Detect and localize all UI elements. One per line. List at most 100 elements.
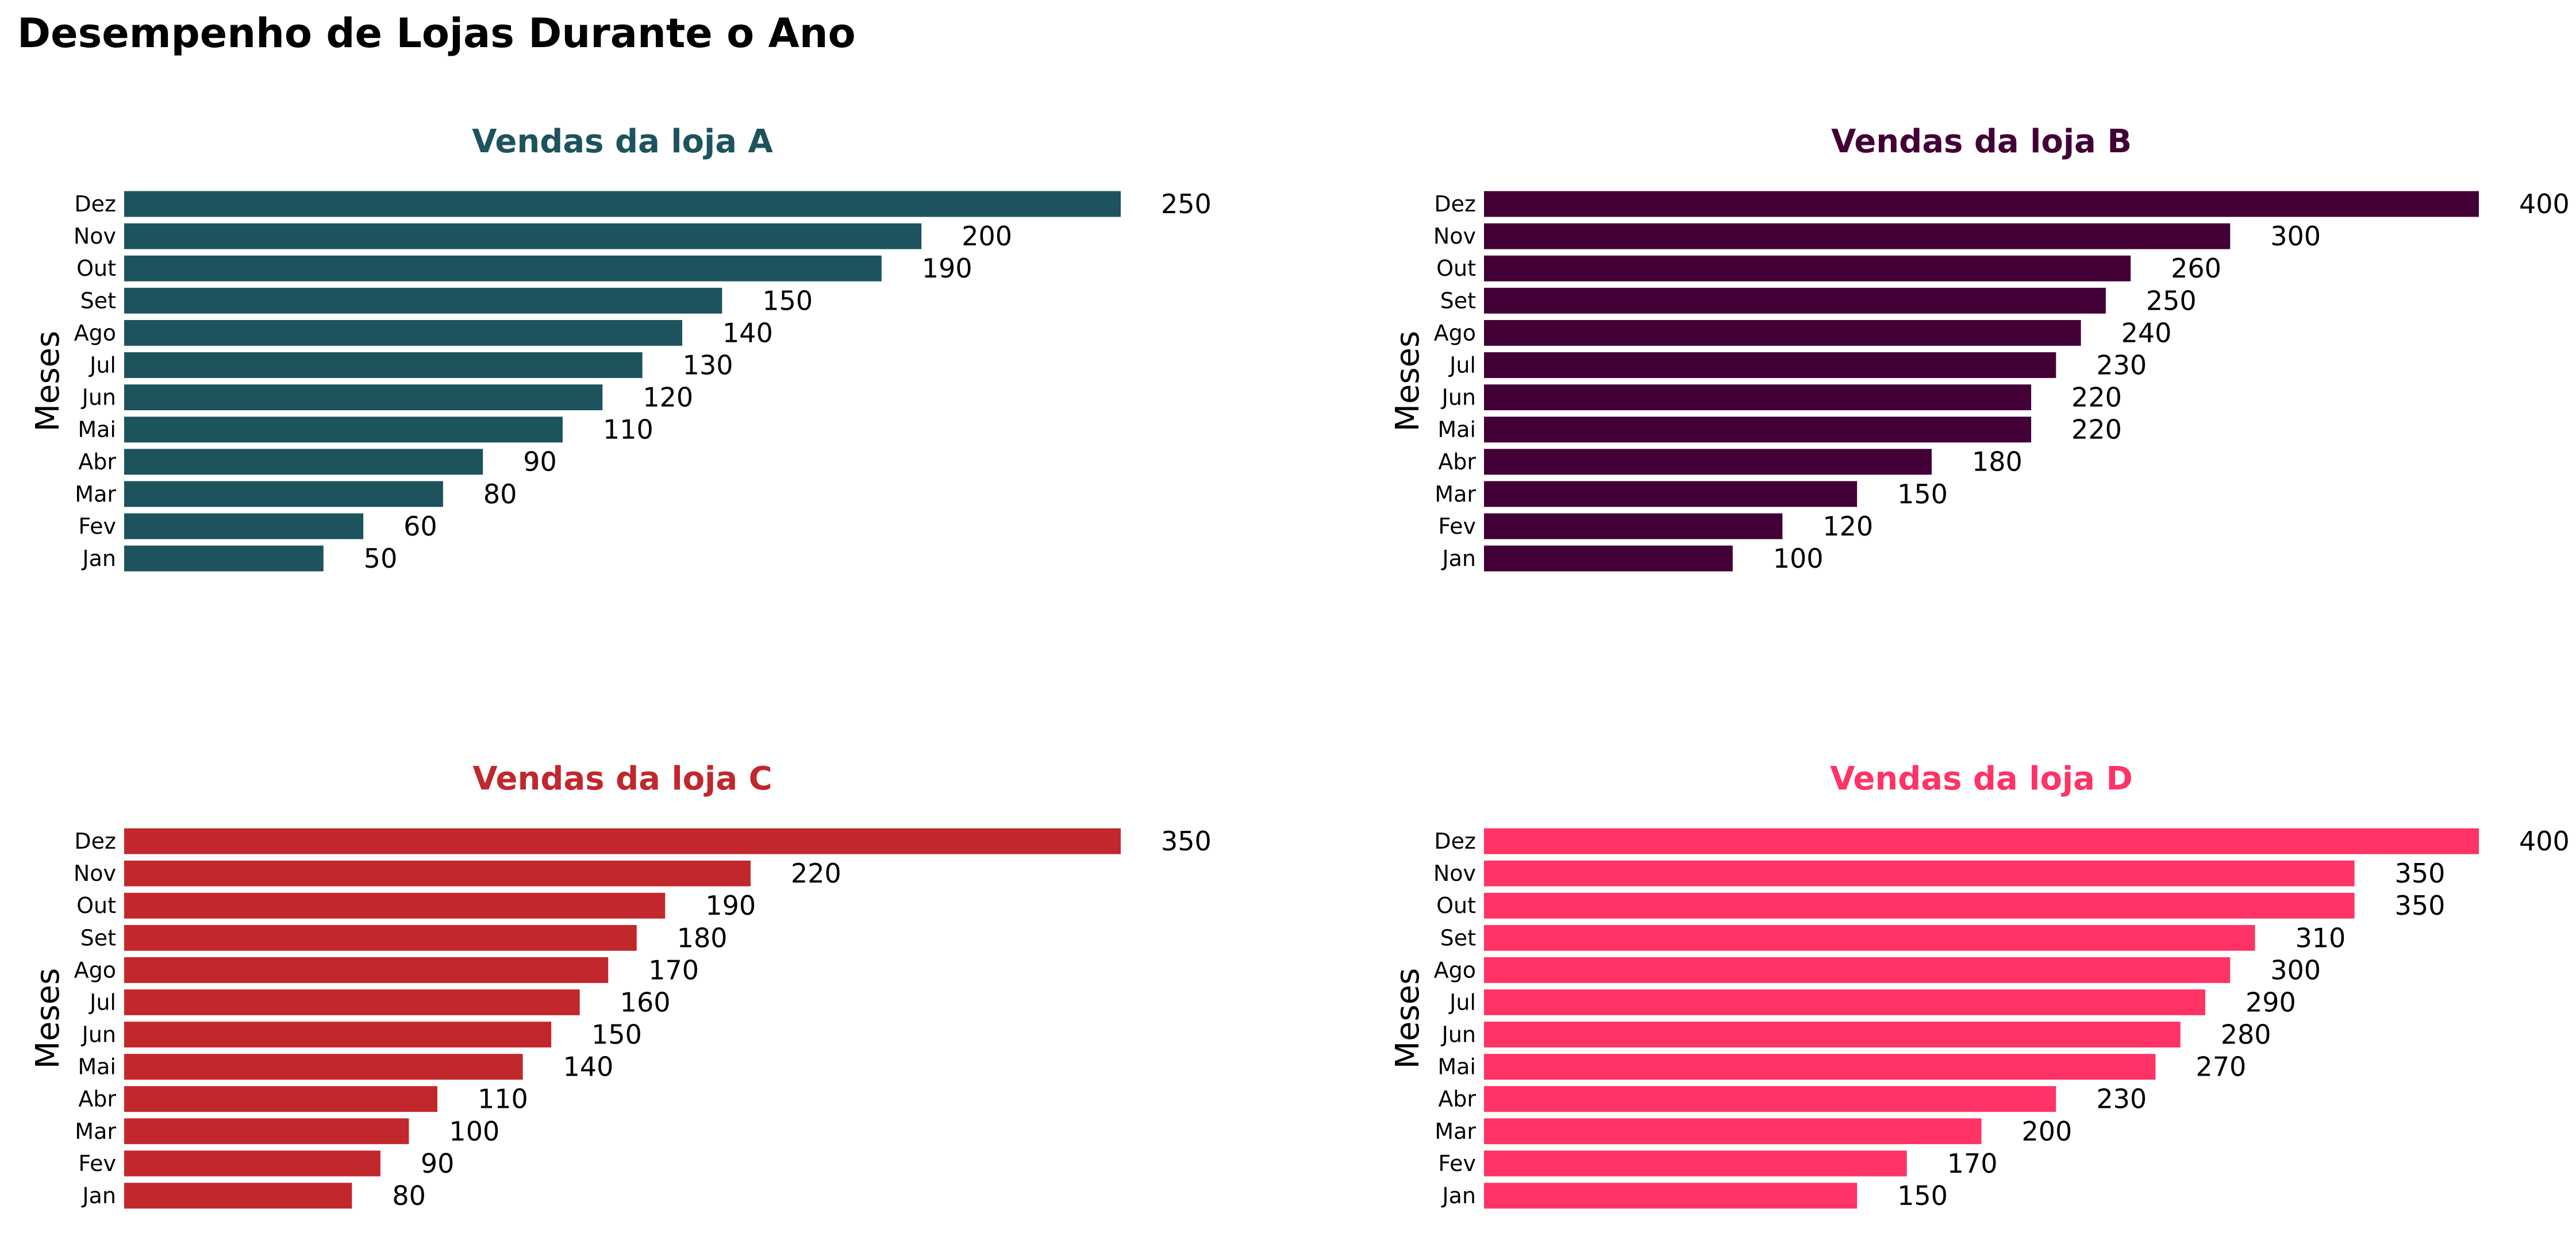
data-label: 80 bbox=[392, 1180, 426, 1211]
data-label: 220 bbox=[791, 858, 841, 889]
y-tick-label: Out bbox=[1436, 893, 1476, 918]
y-tick-label: Jan bbox=[1441, 546, 1476, 571]
bar-dez bbox=[124, 828, 1121, 854]
bar-dez bbox=[1484, 191, 2479, 217]
bar-nov bbox=[1484, 860, 2355, 887]
bar-set bbox=[124, 287, 722, 314]
bar-abr bbox=[1484, 449, 1932, 475]
data-label: 310 bbox=[2296, 922, 2346, 953]
y-tick-label: Mai bbox=[1437, 417, 1476, 442]
bar-out bbox=[124, 255, 882, 282]
y-tick-label: Set bbox=[1440, 288, 1476, 313]
bar-jun bbox=[1484, 1022, 2181, 1047]
y-tick-label: Jul bbox=[1448, 989, 1476, 1015]
y-tick-label: Set bbox=[80, 925, 116, 950]
data-label: 90 bbox=[421, 1148, 455, 1179]
bar-nov bbox=[124, 860, 751, 887]
data-label: 170 bbox=[1947, 1148, 1998, 1179]
bar-ago bbox=[1484, 957, 2231, 983]
bar-jan bbox=[124, 545, 324, 572]
data-label: 90 bbox=[523, 446, 557, 477]
data-label: 130 bbox=[683, 349, 733, 380]
bar-ago bbox=[124, 319, 683, 346]
data-label: 350 bbox=[2395, 858, 2446, 889]
bar-mar bbox=[1484, 1118, 1982, 1145]
bar-jul bbox=[124, 352, 643, 378]
data-label: 170 bbox=[648, 954, 699, 985]
data-label: 400 bbox=[2519, 188, 2570, 219]
y-tick-label: Dez bbox=[74, 829, 116, 854]
y-tick-label: Out bbox=[76, 893, 116, 918]
data-label: 110 bbox=[478, 1084, 528, 1115]
data-label: 300 bbox=[2270, 221, 2321, 252]
y-tick-label: Fev bbox=[78, 1151, 116, 1176]
data-label: 290 bbox=[2246, 987, 2296, 1018]
data-label: 180 bbox=[1972, 446, 2023, 477]
data-label: 80 bbox=[483, 479, 517, 510]
y-tick-label: Set bbox=[1440, 925, 1476, 950]
data-label: 260 bbox=[2171, 253, 2221, 284]
y-tick-label: Jun bbox=[81, 1022, 116, 1047]
data-label: 190 bbox=[705, 890, 756, 921]
bar-jul bbox=[1484, 352, 2056, 378]
bar-jan bbox=[124, 1182, 352, 1209]
bar-set bbox=[1484, 925, 2255, 951]
bar-fev bbox=[1484, 513, 1783, 540]
bar-set bbox=[124, 925, 637, 951]
bar-jul bbox=[1484, 989, 2205, 1015]
bar-mai bbox=[124, 1054, 523, 1080]
y-tick-label: Mar bbox=[75, 482, 116, 507]
data-label: 140 bbox=[563, 1051, 614, 1083]
bar-fev bbox=[124, 1150, 380, 1177]
panel-title: Vendas da loja C bbox=[472, 760, 772, 798]
data-label: 250 bbox=[2146, 285, 2197, 316]
y-tick-label: Dez bbox=[1434, 829, 1476, 854]
data-label: 60 bbox=[403, 511, 437, 542]
bar-jun bbox=[124, 1022, 552, 1047]
y-axis-label: Meses bbox=[1389, 968, 1427, 1069]
data-label: 220 bbox=[2071, 382, 2122, 413]
bar-jan bbox=[1484, 1182, 1858, 1209]
y-axis-label: Meses bbox=[29, 968, 67, 1069]
y-tick-label: Fev bbox=[1438, 1151, 1476, 1176]
y-tick-label: Out bbox=[76, 256, 116, 281]
bar-mar bbox=[124, 1118, 409, 1145]
bar-abr bbox=[124, 449, 483, 475]
data-label: 160 bbox=[620, 987, 671, 1018]
y-tick-label: Dez bbox=[1434, 191, 1476, 217]
data-label: 50 bbox=[364, 543, 398, 574]
data-label: 400 bbox=[2519, 826, 2570, 857]
y-tick-label: Fev bbox=[78, 514, 116, 539]
data-label: 150 bbox=[762, 285, 813, 316]
y-tick-label: Jul bbox=[89, 352, 116, 378]
bar-abr bbox=[1484, 1086, 2056, 1112]
y-axis-label: Meses bbox=[1389, 331, 1427, 432]
data-label: 220 bbox=[2071, 414, 2122, 445]
bar-mai bbox=[124, 417, 563, 443]
bar-fev bbox=[1484, 1150, 1907, 1177]
data-label: 120 bbox=[643, 382, 693, 413]
figure-title: Desempenho de Lojas Durante o Ano bbox=[17, 10, 856, 57]
y-tick-label: Mar bbox=[1435, 1119, 1476, 1144]
y-tick-label: Abr bbox=[78, 449, 116, 475]
data-label: 240 bbox=[2121, 317, 2172, 348]
y-tick-label: Mai bbox=[1437, 1054, 1476, 1080]
bar-jan bbox=[1484, 545, 1733, 572]
panel-title: Vendas da loja D bbox=[1830, 760, 2133, 798]
y-tick-label: Abr bbox=[1438, 449, 1476, 475]
y-tick-label: Abr bbox=[1438, 1087, 1476, 1112]
bar-dez bbox=[1484, 828, 2479, 854]
data-label: 190 bbox=[922, 253, 972, 284]
data-label: 150 bbox=[1897, 479, 1948, 510]
data-label: 200 bbox=[2022, 1116, 2073, 1147]
y-tick-label: Mai bbox=[78, 417, 116, 442]
panel-title: Vendas da loja B bbox=[1831, 123, 2132, 160]
panel-title: Vendas da loja A bbox=[472, 123, 773, 160]
bar-out bbox=[1484, 255, 2131, 282]
y-tick-label: Jan bbox=[81, 1183, 116, 1208]
data-label: 150 bbox=[591, 1019, 642, 1050]
y-tick-label: Ago bbox=[74, 320, 116, 345]
bar-ago bbox=[1484, 319, 2081, 346]
y-axis-label: Meses bbox=[29, 331, 67, 432]
